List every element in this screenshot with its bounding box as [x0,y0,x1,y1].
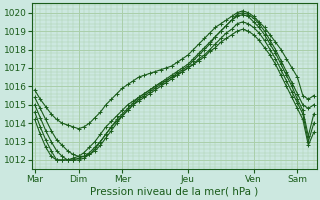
X-axis label: Pression niveau de la mer( hPa ): Pression niveau de la mer( hPa ) [90,187,259,197]
